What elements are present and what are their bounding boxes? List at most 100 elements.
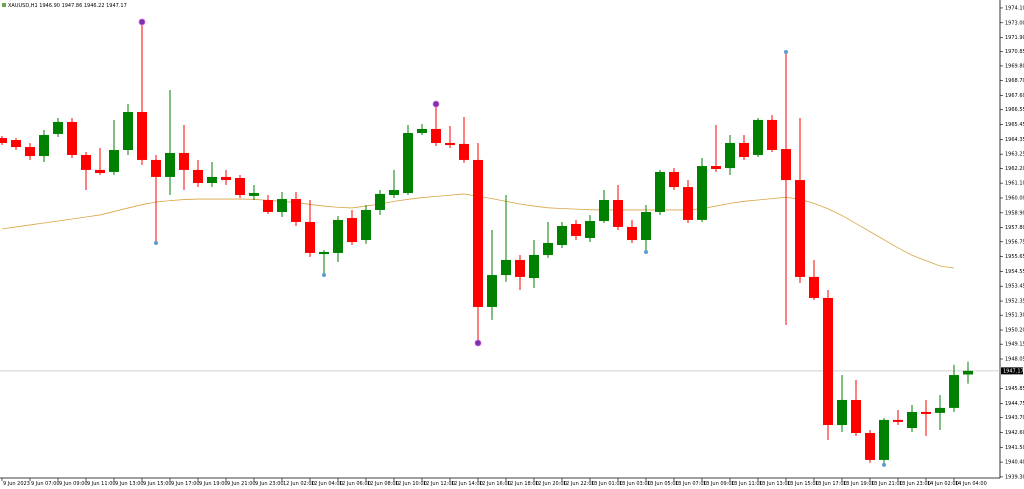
- x-tick-label: 13 Jun 19:00: [843, 481, 875, 487]
- x-tick-label: 13 Jun 03:00: [619, 481, 651, 487]
- y-tick-label: 1945.85: [1005, 386, 1024, 392]
- candle-body: [655, 171, 665, 212]
- candle-body: [123, 111, 133, 150]
- x-tick-label: 12 Jun 08:00: [367, 481, 399, 487]
- candle-body: [165, 152, 175, 177]
- x-tick-label: 12 Jun 20:00: [535, 481, 567, 487]
- candle-body: [25, 147, 35, 157]
- y-tick-label: 1951.30: [1005, 313, 1024, 319]
- candle-body: [445, 142, 455, 146]
- x-tick-label: 9 Jun 09:00: [59, 481, 88, 487]
- x-tick-label: 13 Jun 09:00: [703, 481, 735, 487]
- candle-body: [515, 259, 525, 277]
- x-tick-label: 13 Jun 13:00: [759, 481, 791, 487]
- candle-body: [571, 223, 581, 236]
- x-tick-label: 12 Jun 12:00: [423, 481, 455, 487]
- candle-body: [277, 199, 287, 212]
- candle-body: [137, 111, 147, 160]
- candle-body: [459, 143, 469, 160]
- y-tick-label: 1973.00: [1005, 20, 1024, 26]
- y-tick-label: 1953.45: [1005, 284, 1024, 290]
- candle-body: [67, 121, 77, 155]
- candle-body: [81, 154, 91, 170]
- candle-body: [613, 199, 623, 227]
- candle-body: [921, 411, 931, 414]
- candle-body: [305, 221, 315, 253]
- y-tick-label: 1970.85: [1005, 49, 1024, 55]
- x-tick-label: 9 Jun 23:00: [255, 481, 284, 487]
- x-tick-label: 14 Jun 02:00: [927, 481, 959, 487]
- y-tick-label: 1941.50: [1005, 445, 1024, 451]
- signal-marker: [154, 240, 158, 245]
- y-tick-label: 1956.75: [1005, 239, 1024, 245]
- candle-body: [487, 275, 497, 307]
- y-tick-label: 1950.20: [1005, 328, 1024, 334]
- candle-body: [767, 119, 777, 150]
- candle-body: [935, 407, 945, 413]
- candle-body: [865, 432, 875, 460]
- symbol-icon: [2, 3, 6, 7]
- x-tick-label: 12 Jun 16:00: [479, 481, 511, 487]
- candle-body: [11, 140, 21, 148]
- y-tick-label: 1962.20: [1005, 166, 1024, 172]
- candle-body: [543, 242, 553, 255]
- candle-body: [109, 149, 119, 172]
- x-tick-label: 13 Jun 15:00: [787, 481, 819, 487]
- y-tick-label: 1939.30: [1005, 474, 1024, 480]
- candle-body: [361, 209, 371, 241]
- signal-marker: [784, 50, 788, 55]
- x-tick-label: 9 Jun 13:00: [115, 481, 144, 487]
- y-tick-label: 1960.00: [1005, 195, 1024, 201]
- candle-body: [501, 259, 511, 276]
- candle-body: [53, 121, 63, 134]
- x-tick-label: 13 Jun 01:00: [591, 481, 623, 487]
- y-tick-label: 1971.90: [1005, 35, 1024, 41]
- candle-body: [417, 128, 427, 134]
- candle-body: [599, 199, 609, 222]
- candle-body: [725, 142, 735, 169]
- signal-marker: [432, 100, 440, 108]
- chart-title: XAUUSD,H1 1946.90 1947.86 1946.22 1947.1…: [8, 3, 127, 9]
- candle-body: [739, 142, 749, 157]
- y-tick-label: 1952.35: [1005, 299, 1024, 305]
- candle-body: [235, 178, 245, 196]
- x-tick-label: 9 Jun 15:00: [143, 481, 172, 487]
- candle-body: [963, 370, 973, 375]
- x-tick-label: 9 Jun 2023: [3, 481, 30, 487]
- candle-body: [319, 252, 329, 255]
- candle-body: [473, 159, 483, 307]
- candle-body: [795, 180, 805, 277]
- candle-body: [95, 169, 105, 174]
- y-tick-label: 1965.45: [1005, 122, 1024, 128]
- candle-body: [949, 375, 959, 408]
- candle-body: [907, 411, 917, 429]
- candle-body: [879, 419, 889, 460]
- candle-body: [837, 399, 847, 426]
- x-tick-label: 13 Jun 23:00: [899, 481, 931, 487]
- current-price-tag: [1001, 367, 1023, 375]
- candle-body: [557, 225, 567, 245]
- x-tick-label: 13 Jun 21:00: [871, 481, 903, 487]
- x-tick-label: 9 Jun 11:00: [87, 481, 116, 487]
- y-tick-label: 1957.80: [1005, 225, 1024, 231]
- x-tick-label: 14 Jun 04:00: [955, 481, 987, 487]
- candle-body: [585, 221, 595, 238]
- candle-body: [193, 169, 203, 184]
- candle-body: [851, 399, 861, 433]
- candle-body: [389, 190, 399, 196]
- y-tick-label: 1974.10: [1005, 5, 1024, 11]
- y-tick-label: 1949.15: [1005, 342, 1024, 348]
- candle-body: [529, 254, 539, 279]
- y-tick-label: 1964.35: [1005, 137, 1024, 143]
- y-tick-label: 1961.10: [1005, 181, 1024, 187]
- candle-body: [893, 419, 903, 422]
- candle-body: [291, 199, 301, 222]
- candle-body: [431, 128, 441, 143]
- x-tick-label: 12 Jun 14:00: [451, 481, 483, 487]
- candle-body: [375, 193, 385, 210]
- candle-body: [151, 159, 161, 177]
- x-tick-label: 13 Jun 17:00: [815, 481, 847, 487]
